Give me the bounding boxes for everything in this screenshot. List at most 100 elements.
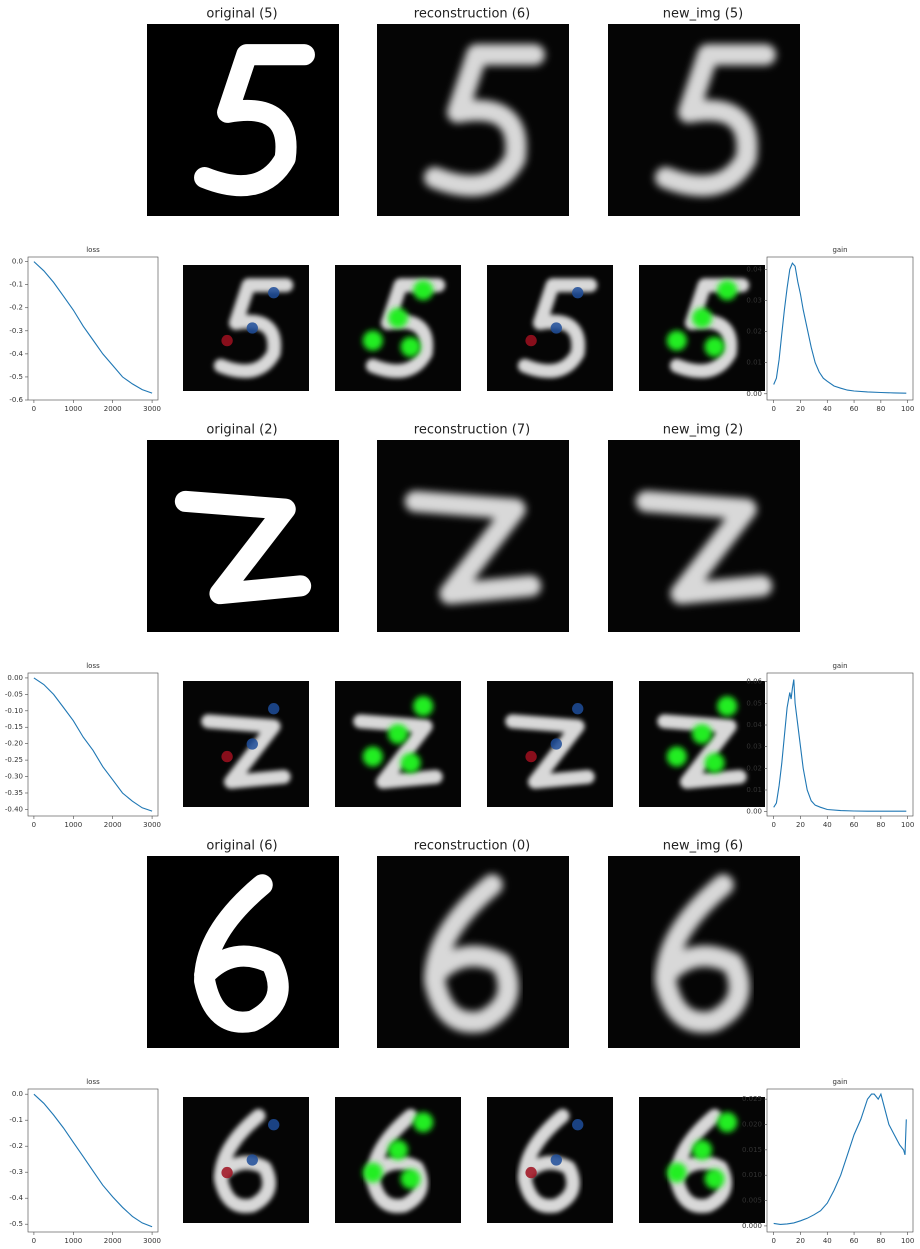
x-tick-label: 0	[32, 821, 36, 829]
attribution-blob	[717, 280, 737, 300]
digit-image	[487, 681, 613, 807]
x-tick-label: 20	[796, 1237, 805, 1245]
y-tick-label: 0.02	[746, 328, 762, 336]
chart-title: loss	[86, 246, 100, 254]
digit-image	[335, 1097, 461, 1223]
line-series	[774, 1094, 907, 1224]
x-tick-label: 40	[823, 821, 832, 829]
attribution-blob	[667, 747, 687, 767]
y-tick-label: -0.2	[9, 304, 23, 312]
x-tick-label: 3000	[143, 821, 161, 829]
image-title: new_img (5)	[663, 7, 743, 22]
line-series	[774, 680, 907, 812]
x-tick-label: 2000	[104, 1237, 122, 1245]
attribution-blob	[705, 753, 725, 773]
chart-title: gain	[832, 1078, 847, 1086]
digit-image	[147, 24, 339, 216]
attribution-dot	[268, 703, 279, 714]
y-tick-label: -0.25	[5, 756, 23, 764]
y-tick-label: -0.5	[9, 1220, 23, 1228]
y-tick-label: -0.3	[9, 1168, 23, 1176]
y-tick-label: 0.005	[742, 1197, 762, 1205]
image-title: reconstruction (7)	[414, 423, 530, 438]
image-title: original (6)	[206, 839, 277, 854]
x-tick-label: 40	[823, 1237, 832, 1245]
attribution-blob	[667, 1163, 687, 1183]
y-tick-label: 0.00	[746, 390, 762, 398]
y-tick-label: -0.20	[5, 740, 23, 748]
attribution-dot	[247, 738, 258, 749]
attribution-dot	[572, 703, 583, 714]
x-tick-label: 0	[32, 405, 36, 413]
y-tick-label: 0.00	[746, 808, 762, 816]
chart-title: gain	[832, 246, 847, 254]
image-title: reconstruction (6)	[414, 7, 530, 22]
plot-frame	[28, 673, 158, 816]
x-tick-label: 100	[901, 1237, 914, 1245]
figure: original (5) reconstruction (6) new_img (5…	[0, 0, 920, 1249]
attribution-dot	[525, 751, 536, 762]
y-tick-label: 0.03	[746, 743, 762, 751]
y-tick-label: 0.04	[746, 721, 762, 729]
attribution-dot	[525, 1167, 536, 1178]
attribution-dot	[551, 322, 562, 333]
x-tick-label: 2000	[104, 405, 122, 413]
x-tick-label: 40	[823, 405, 832, 413]
attribution-dot	[551, 738, 562, 749]
image-title: original (5)	[206, 7, 277, 22]
y-tick-label: -0.35	[5, 789, 23, 797]
x-tick-label: 80	[876, 1237, 885, 1245]
y-tick-label: -0.1	[9, 281, 23, 289]
image-background	[335, 681, 461, 807]
attribution-blob	[667, 331, 687, 351]
attribution-dot	[525, 335, 536, 346]
image-background	[487, 681, 613, 807]
y-tick-label: 0.03	[746, 297, 762, 305]
digit-image	[183, 1097, 309, 1223]
y-tick-label: -0.40	[5, 805, 23, 813]
x-tick-label: 0	[771, 1237, 775, 1245]
x-tick-label: 80	[876, 821, 885, 829]
plot-frame	[767, 1089, 913, 1232]
x-tick-label: 60	[850, 405, 859, 413]
y-tick-label: 0.04	[746, 265, 762, 273]
y-tick-label: 0.0	[12, 1090, 23, 1098]
digit-image	[377, 440, 569, 632]
y-tick-label: 0.020	[742, 1120, 762, 1128]
y-tick-label: -0.3	[9, 327, 23, 335]
image-background	[183, 681, 309, 807]
attribution-dot	[221, 751, 232, 762]
x-tick-label: 100	[901, 405, 914, 413]
y-tick-label: 0.01	[746, 359, 762, 367]
x-tick-label: 60	[850, 821, 859, 829]
x-tick-label: 3000	[143, 1237, 161, 1245]
attribution-blob	[388, 1140, 408, 1160]
x-tick-label: 20	[796, 405, 805, 413]
y-tick-label: -0.4	[9, 1194, 23, 1202]
attribution-blob	[413, 696, 433, 716]
attribution-blob	[401, 753, 421, 773]
y-tick-label: -0.2	[9, 1142, 23, 1150]
x-tick-label: 1000	[64, 821, 82, 829]
image-title: new_img (2)	[663, 423, 743, 438]
chart-title: gain	[832, 662, 847, 670]
plot-frame	[28, 1089, 158, 1232]
line-series	[774, 263, 907, 393]
image-title: new_img (6)	[663, 839, 743, 854]
digit-image	[147, 856, 339, 1048]
y-tick-label: 0.00	[7, 674, 23, 682]
y-tick-label: -0.05	[5, 690, 23, 698]
plot-frame	[28, 257, 158, 400]
attribution-blob	[705, 1169, 725, 1189]
chart-title: loss	[86, 662, 100, 670]
image-background	[377, 440, 569, 632]
image-title: reconstruction (0)	[414, 839, 530, 854]
x-tick-label: 80	[876, 405, 885, 413]
x-tick-label: 1000	[64, 405, 82, 413]
attribution-dot	[221, 1167, 232, 1178]
attribution-blob	[401, 337, 421, 357]
y-tick-label: -0.1	[9, 1116, 23, 1124]
digit-image	[608, 24, 800, 216]
y-tick-label: 0.06	[746, 678, 762, 686]
y-tick-label: -0.4	[9, 350, 23, 358]
